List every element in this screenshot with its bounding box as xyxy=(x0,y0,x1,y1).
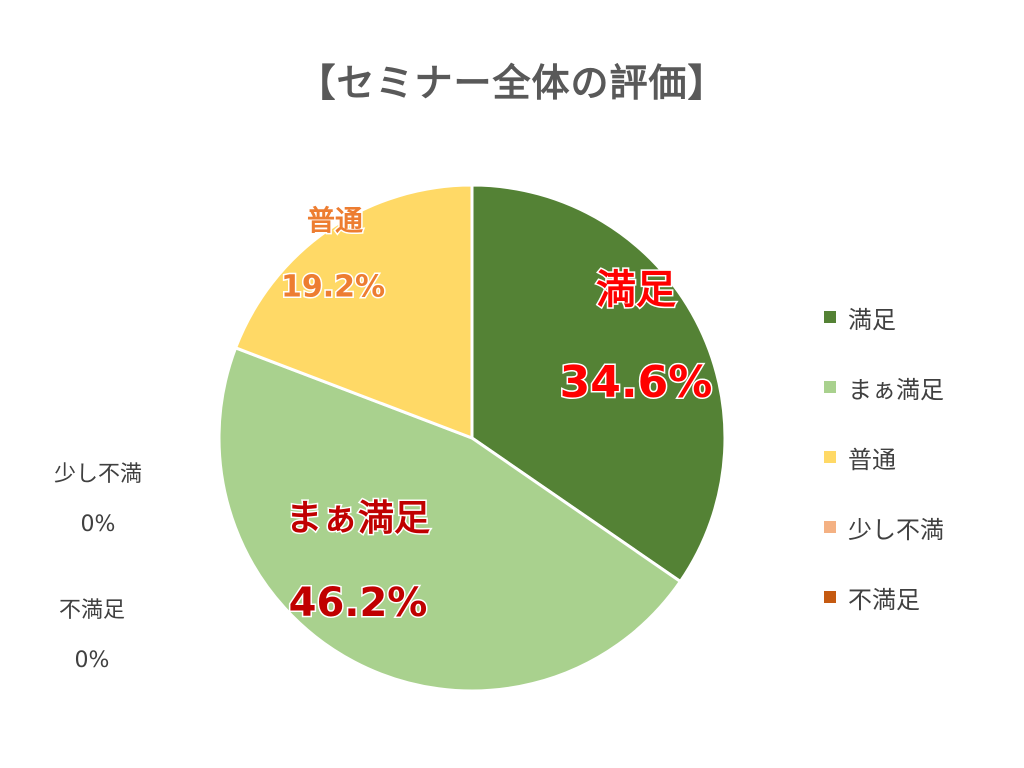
legend-swatch xyxy=(824,311,836,323)
slice-value-label: 0% xyxy=(74,648,110,673)
pie-slice-0 xyxy=(470,183,727,584)
legend-item-maamanzoku: まぁ満足 xyxy=(824,352,944,422)
legend-item-fumanzoku: 不満足 xyxy=(824,562,944,632)
legend-swatch xyxy=(824,521,836,533)
zero-label-sukoshifuman: 少し不満 0% xyxy=(18,456,178,537)
legend-item-sukoshifuman: 少し不満 xyxy=(824,492,944,562)
pie-slice-2 xyxy=(233,183,474,441)
slice-name-label-1: まぁ満足 xyxy=(286,498,430,539)
slice-name-label-0: 満足 xyxy=(596,267,676,313)
legend-item-futsuu: 普通 xyxy=(824,422,944,492)
zero-label-fumanzoku: 不満足 0% xyxy=(12,592,172,673)
legend-swatch xyxy=(824,591,836,603)
slice-name-label-2: 普通 xyxy=(307,204,363,237)
legend-swatch xyxy=(824,451,836,463)
legend-label: 少し不満 xyxy=(848,515,944,544)
legend-label: まぁ満足 xyxy=(848,375,944,404)
slice-value-label-2: 19.2% xyxy=(281,270,385,305)
slice-name-label: 不満足 xyxy=(58,598,125,623)
legend-label: 普通 xyxy=(848,445,896,474)
legend: 満足 まぁ満足 普通 少し不満 不満足 xyxy=(824,282,944,632)
slice-value-label-0: 34.6% xyxy=(560,357,713,408)
slice-value-label: 0% xyxy=(80,512,116,537)
legend-swatch xyxy=(824,381,836,393)
slice-name-label: 少し不満 xyxy=(53,462,142,487)
legend-label: 満足 xyxy=(848,305,896,334)
legend-label: 不満足 xyxy=(848,585,920,614)
legend-item-manzoku: 満足 xyxy=(824,282,944,352)
pie-slice-1 xyxy=(217,345,683,693)
chart-title: 【セミナー全体の評価】 xyxy=(297,61,727,105)
slice-value-label-1: 46.2% xyxy=(289,580,428,626)
